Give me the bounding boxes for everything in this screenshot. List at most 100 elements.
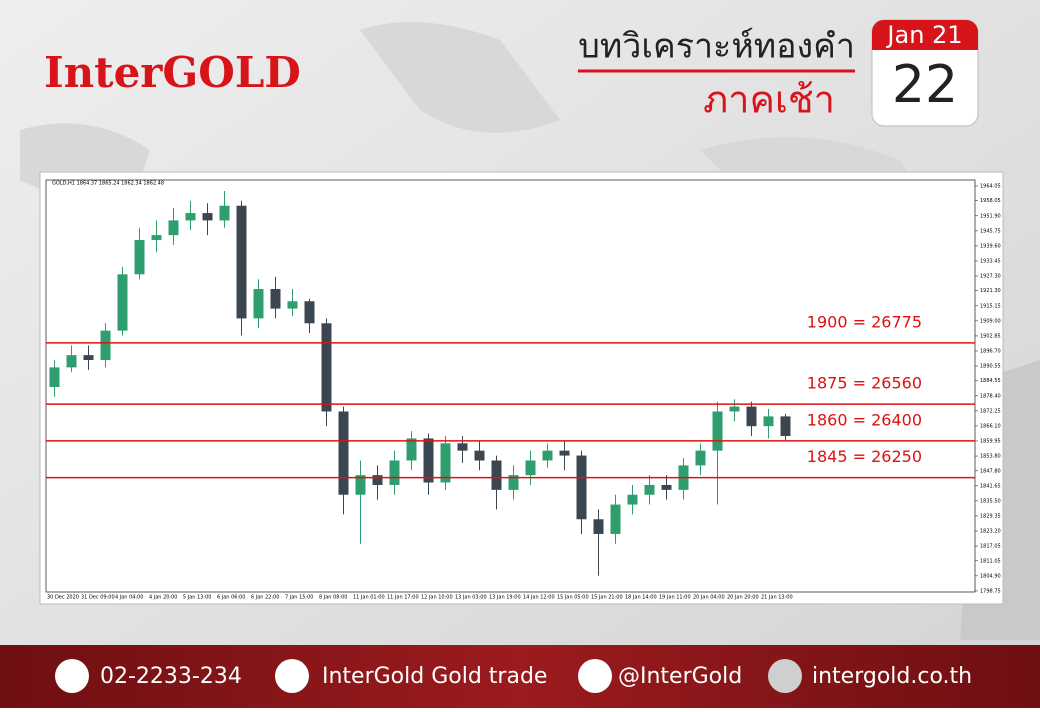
- y-tick-label: 1853.80: [980, 454, 1001, 460]
- x-tick-label: 19 Jan 11:00: [659, 595, 691, 601]
- x-tick-label: 18 Jan 14:00: [625, 595, 657, 601]
- candle-body: [168, 220, 179, 236]
- y-tick-label: 1884.55: [980, 378, 1001, 384]
- candle-body: [763, 416, 774, 427]
- candle-body: [287, 301, 298, 309]
- x-tick-label: 20 Jan 04:00: [693, 595, 725, 601]
- candle-body: [117, 274, 128, 331]
- candle-body: [508, 475, 519, 490]
- candle-body: [525, 460, 536, 476]
- candle-body: [270, 289, 281, 309]
- x-tick-label: 11 Jan 01:00: [353, 595, 385, 601]
- x-tick-label: 15 Jan 05:00: [557, 595, 589, 601]
- x-tick-label: 4 Jan 04:00: [115, 595, 143, 601]
- candle-body: [151, 235, 162, 241]
- y-tick-label: 1823.20: [980, 529, 1001, 535]
- candle-body: [627, 494, 638, 505]
- candle-body: [610, 504, 621, 534]
- x-tick-label: 13 Jan 03:00: [455, 595, 487, 601]
- x-tick-label: 7 Jan 15:00: [285, 595, 313, 601]
- x-tick-label: 21 Jan 13:00: [761, 595, 793, 601]
- x-tick-label: 14 Jan 12:00: [523, 595, 555, 601]
- x-tick-label: 31 Dec 09:00: [81, 595, 115, 601]
- y-tick-label: 1872.25: [980, 408, 1001, 414]
- candle-body: [134, 240, 145, 275]
- website: intergold.co.th: [812, 664, 972, 689]
- candle-body: [457, 443, 468, 451]
- level-label: 1860 = 26400: [807, 410, 922, 429]
- chart-title: GOLD,H1 1864.37 1865.24 1862.34 1862.48: [52, 181, 164, 187]
- candle-body: [236, 205, 247, 319]
- x-tick-label: 12 Jan 10:00: [421, 595, 453, 601]
- y-tick-label: 1933.45: [980, 258, 1001, 264]
- candle-body: [49, 367, 60, 387]
- x-tick-label: 20 Jan 20:00: [727, 595, 759, 601]
- candle-body: [202, 213, 213, 221]
- y-tick-label: 1878.40: [980, 393, 1001, 399]
- y-tick-label: 1927.30: [980, 274, 1001, 280]
- y-tick-label: 1958.05: [980, 198, 1001, 204]
- candle-body: [559, 450, 570, 456]
- y-tick-label: 1847.80: [980, 468, 1001, 474]
- x-tick-label: 11 Jan 17:00: [387, 595, 419, 601]
- y-tick-label: 1890.55: [980, 364, 1001, 370]
- y-tick-label: 1896.70: [980, 348, 1001, 354]
- candle-body: [780, 416, 791, 436]
- candle-body: [644, 484, 655, 495]
- web-icon: [768, 659, 802, 693]
- y-tick-label: 1921.30: [980, 288, 1001, 294]
- x-tick-label: 4 Jan 20:00: [149, 595, 177, 601]
- y-tick-label: 1811.05: [980, 558, 1001, 564]
- candle-body: [406, 438, 417, 461]
- candle-body: [355, 475, 366, 495]
- x-tick-label: 6 Jan 06:00: [217, 595, 245, 601]
- y-tick-label: 1804.90: [980, 573, 1001, 579]
- title: บทวิเคราะห์ทองคำ: [578, 27, 855, 67]
- y-tick-label: 1964.05: [980, 184, 1001, 190]
- candle-body: [100, 330, 111, 361]
- x-tick-label: 15 Jan 21:00: [591, 595, 623, 601]
- candle-body: [83, 355, 94, 361]
- facebook-icon: [275, 659, 309, 693]
- calendar-month: Jan 21: [885, 21, 962, 49]
- y-tick-label: 1945.75: [980, 228, 1001, 234]
- candle-body: [389, 460, 400, 485]
- y-tick-label: 1909.00: [980, 318, 1001, 324]
- candle-body: [474, 450, 485, 461]
- logo: InterGOLD: [44, 48, 301, 97]
- y-tick-label: 1939.60: [980, 243, 1001, 249]
- y-tick-label: 1841.65: [980, 483, 1001, 489]
- candle-body: [712, 411, 723, 451]
- level-label: 1875 = 26560: [807, 374, 922, 393]
- candle-body: [661, 484, 672, 490]
- calendar-day: 22: [892, 55, 958, 115]
- footer: [0, 645, 1040, 708]
- candle-body: [66, 355, 77, 368]
- candle-body: [695, 450, 706, 466]
- x-tick-label: 30 Dec 2020: [47, 595, 79, 601]
- facebook: InterGold Gold trade: [322, 664, 547, 689]
- y-tick-label: 1798.75: [980, 588, 1001, 594]
- y-tick-label: 1859.95: [980, 438, 1001, 444]
- candle-body: [440, 443, 451, 483]
- x-tick-label: 8 Jan 08:00: [319, 595, 347, 601]
- y-tick-label: 1902.85: [980, 333, 1001, 339]
- level-label: 1900 = 26775: [807, 312, 922, 331]
- y-tick-label: 1951.90: [980, 213, 1001, 219]
- y-tick-label: 1835.50: [980, 498, 1001, 504]
- candle-body: [593, 519, 604, 534]
- candle-body: [321, 323, 332, 412]
- subtitle: ภาคเช้า: [703, 78, 835, 122]
- candle-body: [576, 455, 587, 520]
- x-tick-label: 5 Jan 13:00: [183, 595, 211, 601]
- candle-body: [542, 450, 553, 461]
- candle-body: [304, 301, 315, 324]
- phone-icon: [55, 659, 89, 693]
- candle-body: [338, 411, 349, 495]
- y-tick-label: 1817.05: [980, 544, 1001, 550]
- candle-body: [372, 475, 383, 485]
- candle-body: [219, 205, 230, 221]
- candle-body: [746, 406, 757, 427]
